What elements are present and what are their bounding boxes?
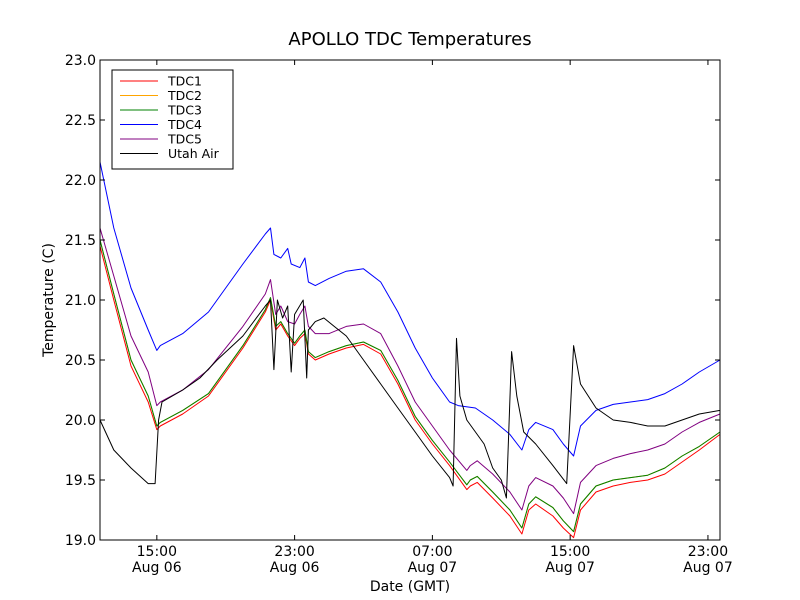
series-line-tdc5 xyxy=(99,227,721,515)
legend-label: TDC5 xyxy=(167,132,202,147)
y-tick-label: 20.5 xyxy=(65,353,96,369)
y-tick-label: 22.5 xyxy=(65,113,96,129)
x-tick-date-label: Aug 06 xyxy=(270,560,320,576)
x-tick-time-label: 07:00 xyxy=(412,544,452,560)
y-axis: 19.0 19.5 20.0 20.5 21.0 21.5 22.0 22.5 23.0 xyxy=(65,53,720,549)
y-tick-label: 22.0 xyxy=(65,173,96,189)
x-tick-time-label: 23:00 xyxy=(688,544,728,560)
series-line-utah-air xyxy=(99,299,721,499)
y-axis-label: Temperature (C) xyxy=(41,243,57,358)
legend-label: Utah Air xyxy=(168,146,220,161)
x-tick-date-label: Aug 07 xyxy=(408,560,458,576)
x-tick-time-label: 15:00 xyxy=(550,544,590,560)
legend-label: TDC1 xyxy=(167,74,202,89)
series-line-tdc3 xyxy=(99,239,721,533)
x-tick-time-label: 15:00 xyxy=(137,544,177,560)
y-tick-label: 21.5 xyxy=(65,233,96,249)
legend-label: TDC2 xyxy=(167,88,202,103)
y-tick-label: 23.0 xyxy=(65,53,96,69)
x-axis-label: Date (GMT) xyxy=(370,579,450,595)
x-tick-date-label: Aug 07 xyxy=(545,560,595,576)
y-tick-label: 19.5 xyxy=(65,473,96,489)
series-line-tdc1 xyxy=(99,245,721,539)
x-tick-time-label: 23:00 xyxy=(274,544,314,560)
y-tick-label: 19.0 xyxy=(65,533,96,549)
chart-title: APOLLO TDC Temperatures xyxy=(288,29,531,50)
plot-area xyxy=(99,161,721,539)
y-tick-label: 20.0 xyxy=(65,413,96,429)
y-tick-label: 21.0 xyxy=(65,293,96,309)
legend-label: TDC3 xyxy=(167,103,202,118)
series-line-tdc2 xyxy=(99,239,721,533)
legend-box xyxy=(111,69,234,170)
series-line-tdc4 xyxy=(99,161,721,457)
x-tick-date-label: Aug 07 xyxy=(683,560,733,576)
x-tick-date-label: Aug 06 xyxy=(132,560,182,576)
legend-label: TDC4 xyxy=(167,117,202,132)
